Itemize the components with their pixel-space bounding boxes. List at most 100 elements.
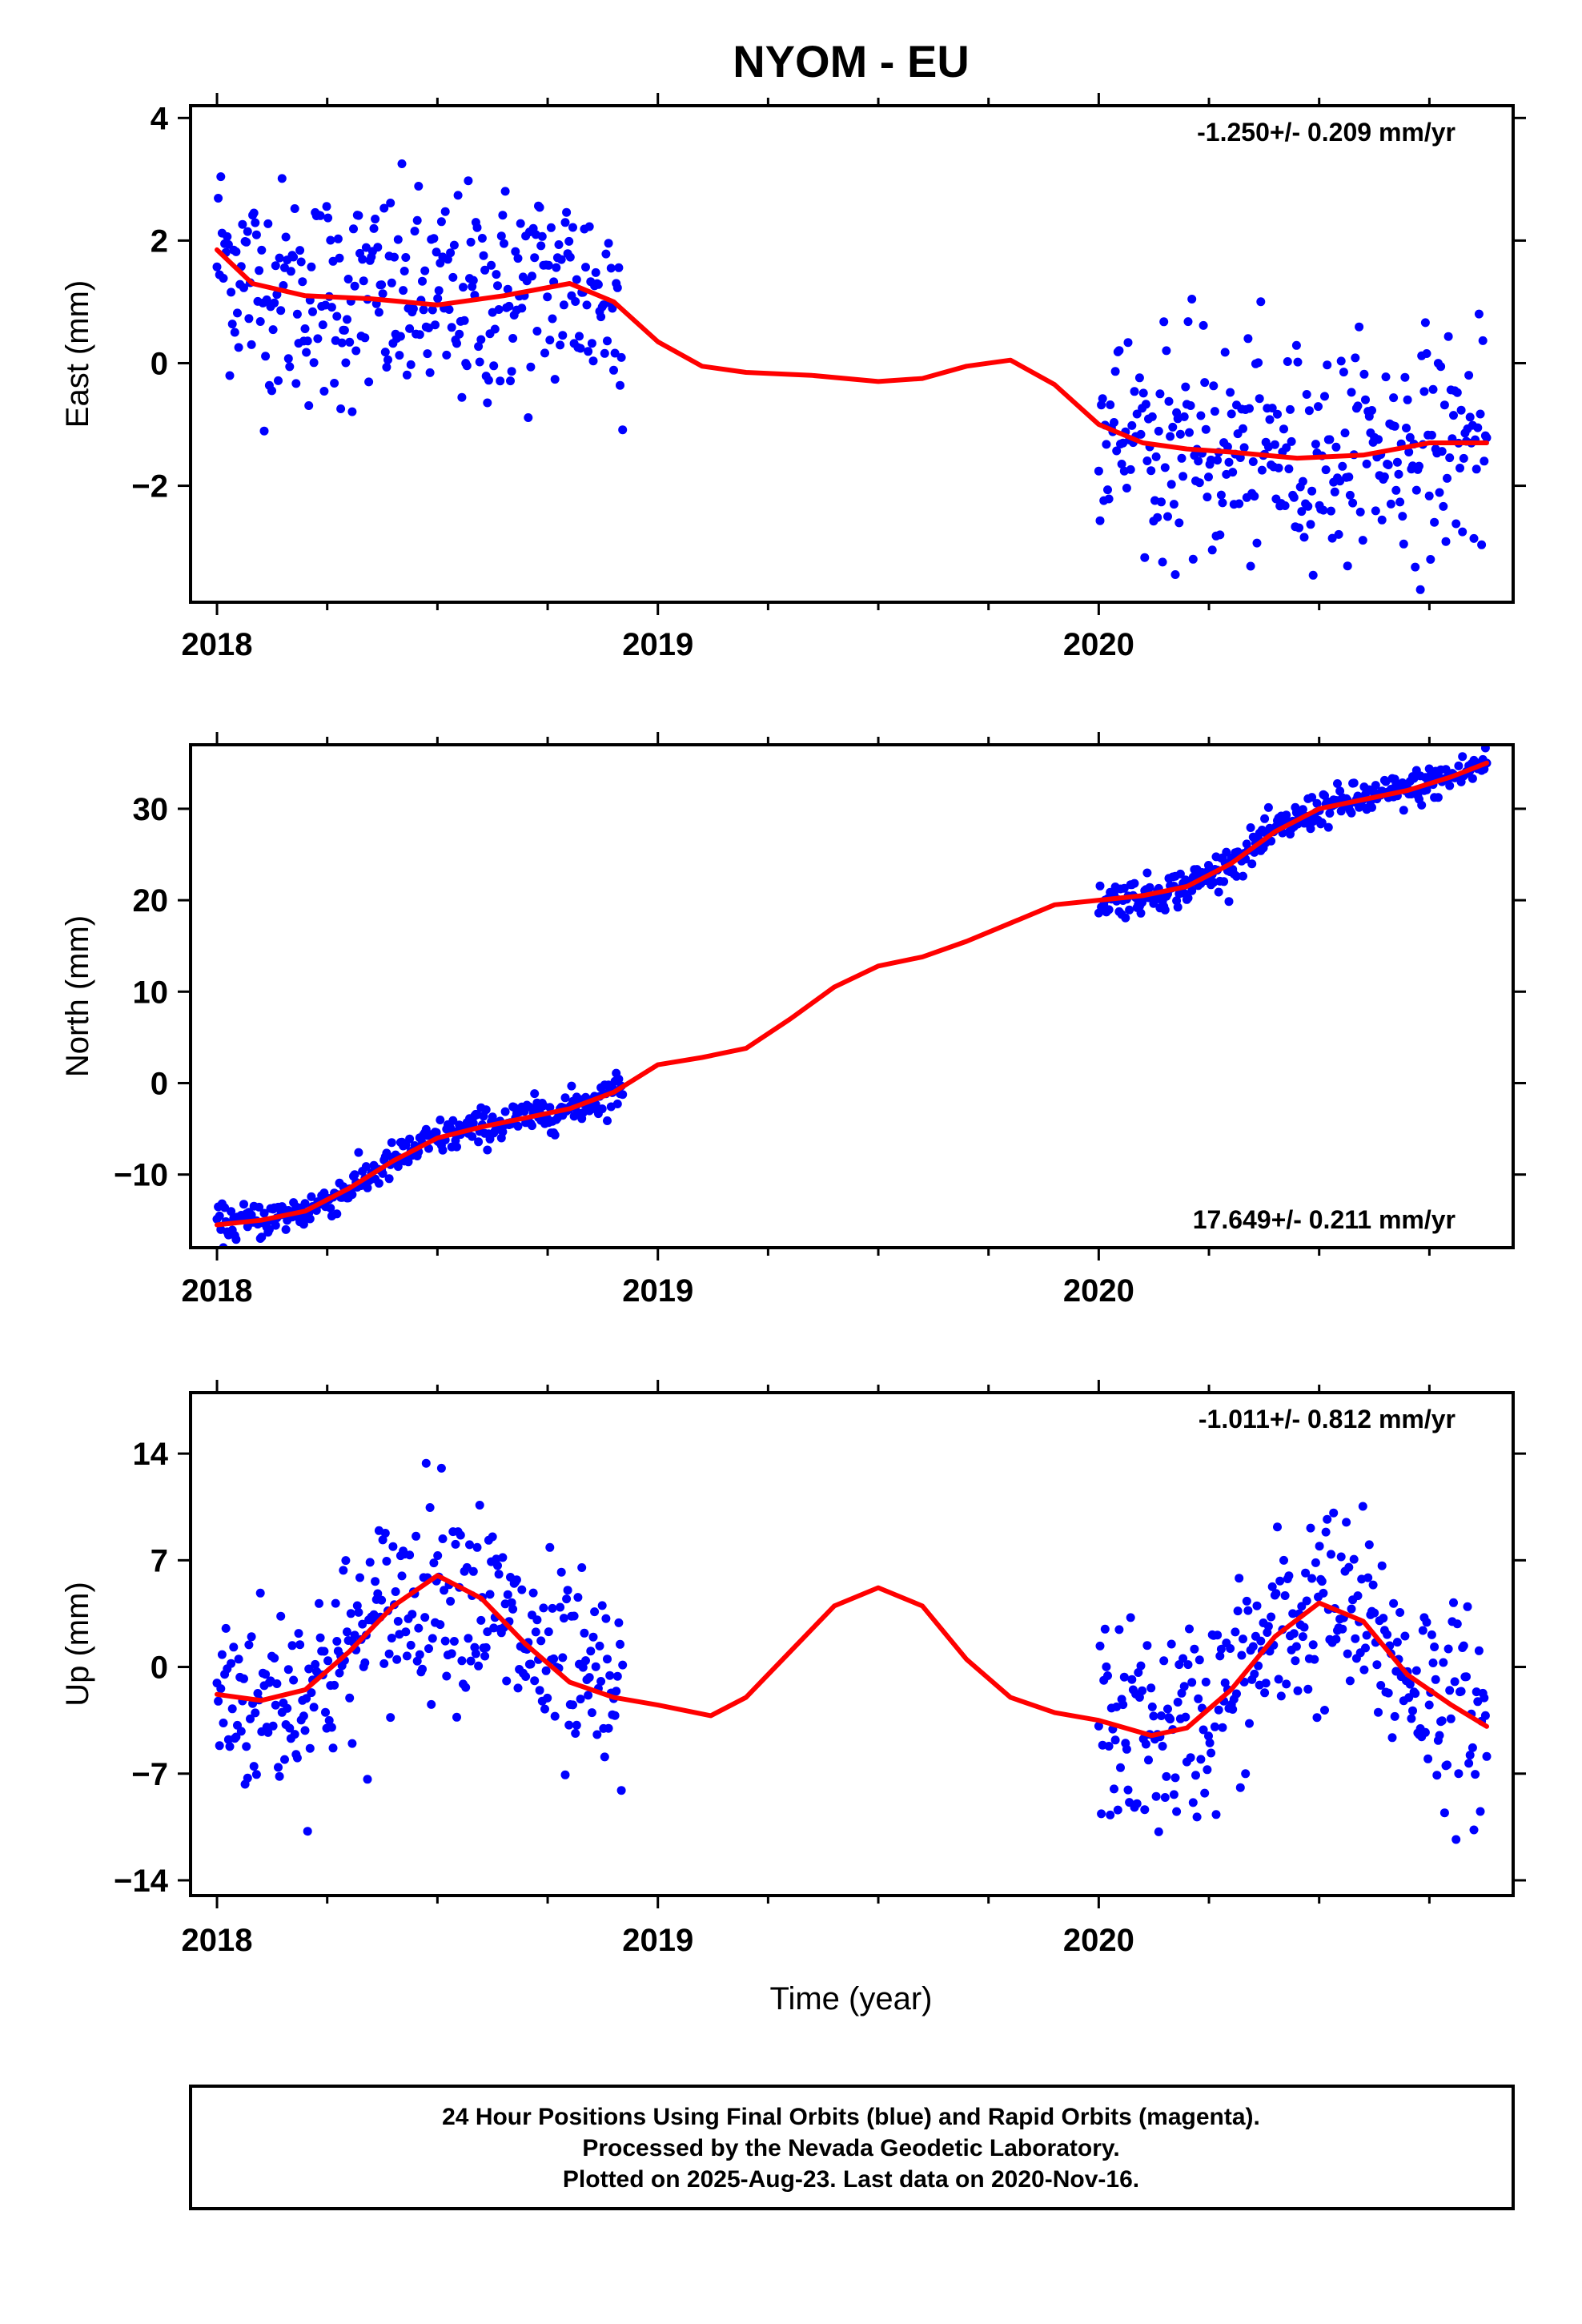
east-point (1464, 371, 1474, 380)
up-point (1095, 1641, 1105, 1651)
up-point (475, 1501, 484, 1510)
east-point (494, 305, 504, 314)
east-point (1377, 515, 1387, 525)
up-point (1186, 1753, 1195, 1763)
up-point (1241, 1769, 1251, 1779)
up-point (572, 1720, 581, 1730)
up-point (562, 1594, 572, 1604)
up-point (530, 1676, 540, 1686)
north-point (1136, 908, 1146, 918)
east-point (1456, 464, 1464, 472)
east-point (1420, 318, 1430, 328)
up-point (1201, 1677, 1211, 1687)
east-y-tick-label: 4 (151, 101, 169, 136)
north-point (513, 1121, 523, 1131)
up-point (1274, 1675, 1283, 1684)
north-point (603, 1116, 612, 1125)
east-point (1112, 446, 1122, 456)
east-point (214, 194, 223, 203)
east-point (1456, 405, 1466, 415)
east-point (596, 312, 606, 322)
up-point (330, 1680, 339, 1690)
north-point (220, 1203, 230, 1212)
east-point (1151, 452, 1161, 461)
up-point (556, 1602, 565, 1612)
east-point (1094, 466, 1103, 476)
up-point (442, 1671, 452, 1681)
north-point (231, 1235, 241, 1244)
east-point (350, 281, 359, 291)
up-point (528, 1588, 538, 1598)
east-point (472, 223, 482, 232)
up-point (1271, 1589, 1281, 1598)
east-point (423, 349, 432, 359)
north-point (1183, 893, 1193, 903)
up-point (280, 1755, 289, 1764)
north-y-tick-label: 10 (133, 975, 169, 1010)
east-point (1482, 433, 1492, 443)
up-point (513, 1683, 523, 1693)
east-point (364, 377, 374, 387)
up-x-tick-label: 2018 (182, 1923, 253, 1958)
up-point (1250, 1669, 1259, 1679)
up-point (424, 1644, 433, 1654)
up-point (1114, 1625, 1124, 1634)
up-point (580, 1628, 589, 1638)
up-point (1280, 1591, 1290, 1600)
east-point (591, 267, 600, 277)
up-point (614, 1618, 624, 1627)
east-point (1383, 460, 1393, 469)
east-point (1162, 346, 1171, 356)
east-point (290, 204, 299, 213)
up-point (1387, 1733, 1397, 1743)
east-point (1187, 295, 1197, 304)
up-point (378, 1535, 387, 1545)
east-point (1146, 466, 1156, 476)
north-point (1367, 802, 1376, 812)
up-point (1183, 1660, 1193, 1670)
east-point (462, 361, 472, 371)
east-point (1207, 455, 1216, 464)
east-point (528, 271, 536, 281)
up-point (1210, 1722, 1219, 1731)
up-point (1383, 1630, 1392, 1639)
up-point (1321, 1527, 1331, 1537)
east-point (1428, 384, 1438, 394)
east-point (1224, 457, 1234, 467)
up-point (503, 1590, 512, 1599)
north-y-tick-label: 20 (133, 883, 169, 919)
up-point (1329, 1508, 1339, 1518)
up-point (1134, 1693, 1144, 1702)
east-point (1245, 404, 1254, 413)
up-point (1140, 1805, 1150, 1815)
north-point (1306, 824, 1315, 834)
up-point (1144, 1755, 1153, 1765)
north-point (361, 1162, 371, 1172)
east-point (1307, 486, 1317, 496)
east-point (545, 336, 555, 345)
east-point (307, 262, 316, 271)
up-point (1273, 1522, 1282, 1532)
north-point (281, 1224, 291, 1234)
east-point (444, 305, 454, 314)
east-x-tick-label: 2019 (622, 627, 693, 662)
up-point (494, 1570, 504, 1579)
east-point (1246, 561, 1255, 571)
east-point (530, 253, 540, 263)
north-point (1095, 881, 1105, 891)
east-point (386, 199, 396, 207)
north-point (452, 1142, 461, 1152)
east-point (1226, 388, 1235, 397)
east-point (584, 222, 594, 231)
up-point (251, 1770, 261, 1779)
up-point (1235, 1783, 1245, 1792)
east-point (225, 371, 235, 380)
up-point (427, 1699, 436, 1709)
east-point (1334, 529, 1343, 539)
up-point (315, 1633, 325, 1642)
east-point (1321, 465, 1331, 475)
east-point (1469, 533, 1479, 543)
up-point (1242, 1596, 1251, 1606)
east-point (361, 243, 371, 252)
